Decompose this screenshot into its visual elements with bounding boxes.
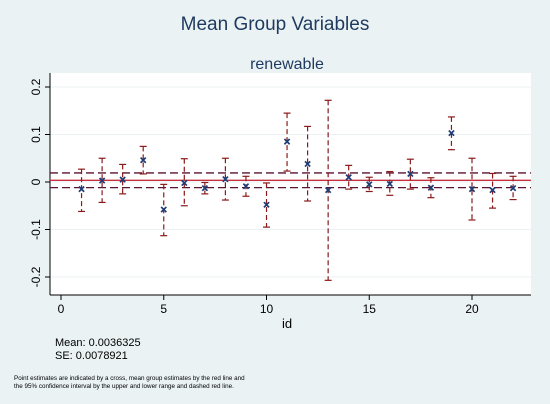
x-axis: 0 5 10 15 20	[50, 294, 531, 316]
mean-group-lines	[50, 172, 531, 189]
point-estimate-marker	[98, 177, 106, 184]
point-estimate-marker	[304, 160, 311, 168]
point-estimate-marker	[345, 174, 352, 181]
y-tick-label: 0.1	[29, 126, 43, 143]
confidence-intervals	[78, 99, 517, 281]
point-estimate-marker	[201, 184, 209, 192]
gridlines	[50, 86, 531, 278]
point-estimate-marker	[427, 184, 435, 191]
x-axis-title: id	[282, 316, 292, 331]
y-tick-label: 0	[29, 178, 43, 185]
chart-title: Mean Group Variables	[181, 14, 370, 35]
point-estimate-marker	[324, 186, 332, 194]
x-tick-label: 20	[465, 302, 479, 316]
footnote-line-1: Point estimates are indicated by a cross…	[14, 375, 245, 382]
point-estimate-marker	[139, 156, 147, 164]
y-axis: -0.2 -0.1 0 0.1 0.2	[29, 73, 51, 295]
point-estimate-marker	[263, 201, 270, 209]
point-estimate-marker	[222, 175, 229, 183]
point-estimate-marker	[283, 138, 291, 145]
x-tick-label: 0	[58, 302, 65, 316]
x-tick-label: 15	[363, 302, 377, 316]
footnote-line-2: the 95% confidence interval by the upper…	[14, 383, 234, 390]
chart-subtitle: renewable	[250, 56, 324, 73]
point-estimate-marker	[119, 176, 126, 183]
y-tick-label: -0.2	[29, 266, 43, 287]
point-estimate-marker	[448, 129, 455, 137]
x-tick-label: 10	[260, 302, 274, 316]
point-estimate-marker	[407, 170, 414, 178]
point-estimate-marker	[468, 185, 476, 193]
point-estimate-marker	[386, 180, 394, 188]
point-estimate-marker	[489, 186, 496, 194]
point-estimate-marker	[78, 185, 85, 193]
y-tick-label: 0.2	[29, 78, 43, 95]
se-stat: SE: 0.0078921	[55, 350, 128, 362]
point-estimates	[78, 129, 517, 213]
point-estimate-marker	[366, 181, 373, 188]
point-estimate-marker	[160, 206, 167, 213]
plot-area	[50, 73, 531, 295]
y-tick-label: -0.1	[29, 219, 43, 240]
point-estimate-marker	[181, 179, 188, 187]
mean-stat: Mean: 0.0036325	[55, 337, 141, 349]
point-estimate-marker	[509, 184, 517, 192]
x-tick-label: 5	[160, 302, 167, 316]
point-estimate-marker	[242, 183, 250, 190]
